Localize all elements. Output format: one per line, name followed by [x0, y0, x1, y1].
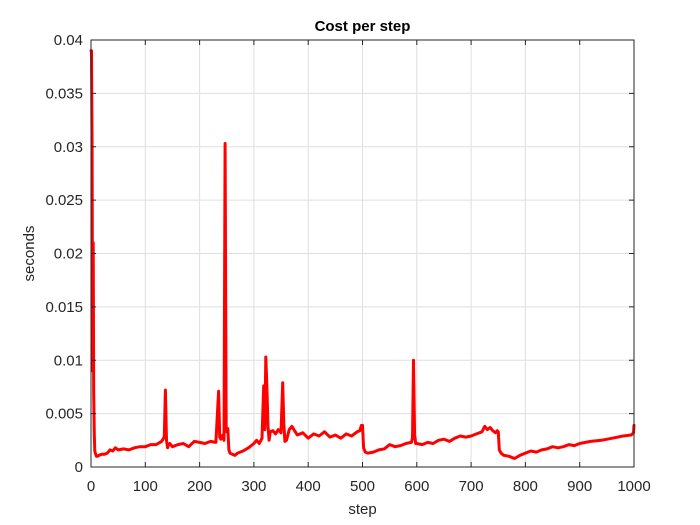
- y-axis-title: seconds: [21, 226, 38, 282]
- x-axis-title: step: [348, 501, 376, 518]
- y-tick-label: 0.02: [54, 246, 83, 263]
- series-layer: [89, 49, 636, 460]
- x-tick-label: 400: [296, 478, 321, 495]
- x-tick-label: 1000: [617, 478, 650, 495]
- x-tick-label: 0: [87, 478, 95, 495]
- y-tick-label: 0.005: [45, 406, 83, 423]
- chart-title: Cost per step: [315, 18, 411, 35]
- x-tick-label: 200: [187, 478, 212, 495]
- y-tick-label: 0.01: [54, 352, 83, 369]
- y-tick-label: 0: [75, 459, 83, 476]
- x-tick-label: 100: [133, 478, 158, 495]
- y-tick-labels: 0 0.005 0.01 0.015 0.02 0.025 0.03 0.035 0.04: [45, 32, 83, 476]
- x-tick-label: 600: [404, 478, 429, 495]
- x-tick-label: 900: [567, 478, 592, 495]
- y-tick-label: 0.025: [45, 192, 83, 209]
- y-tick-label: 0.035: [45, 85, 83, 102]
- x-tick-label: 800: [513, 478, 538, 495]
- x-tick-labels: 0 100 200 300 400 500 600 700 800 900 1000: [87, 478, 651, 495]
- y-tick-label: 0.015: [45, 299, 83, 316]
- cost-series-line: [89, 49, 636, 460]
- tick-marks: [90, 39, 635, 468]
- y-tick-label: 0.03: [54, 139, 83, 156]
- y-tick-label: 0.04: [54, 32, 83, 49]
- x-tick-label: 500: [350, 478, 375, 495]
- x-tick-label: 700: [459, 478, 484, 495]
- x-tick-label: 300: [241, 478, 266, 495]
